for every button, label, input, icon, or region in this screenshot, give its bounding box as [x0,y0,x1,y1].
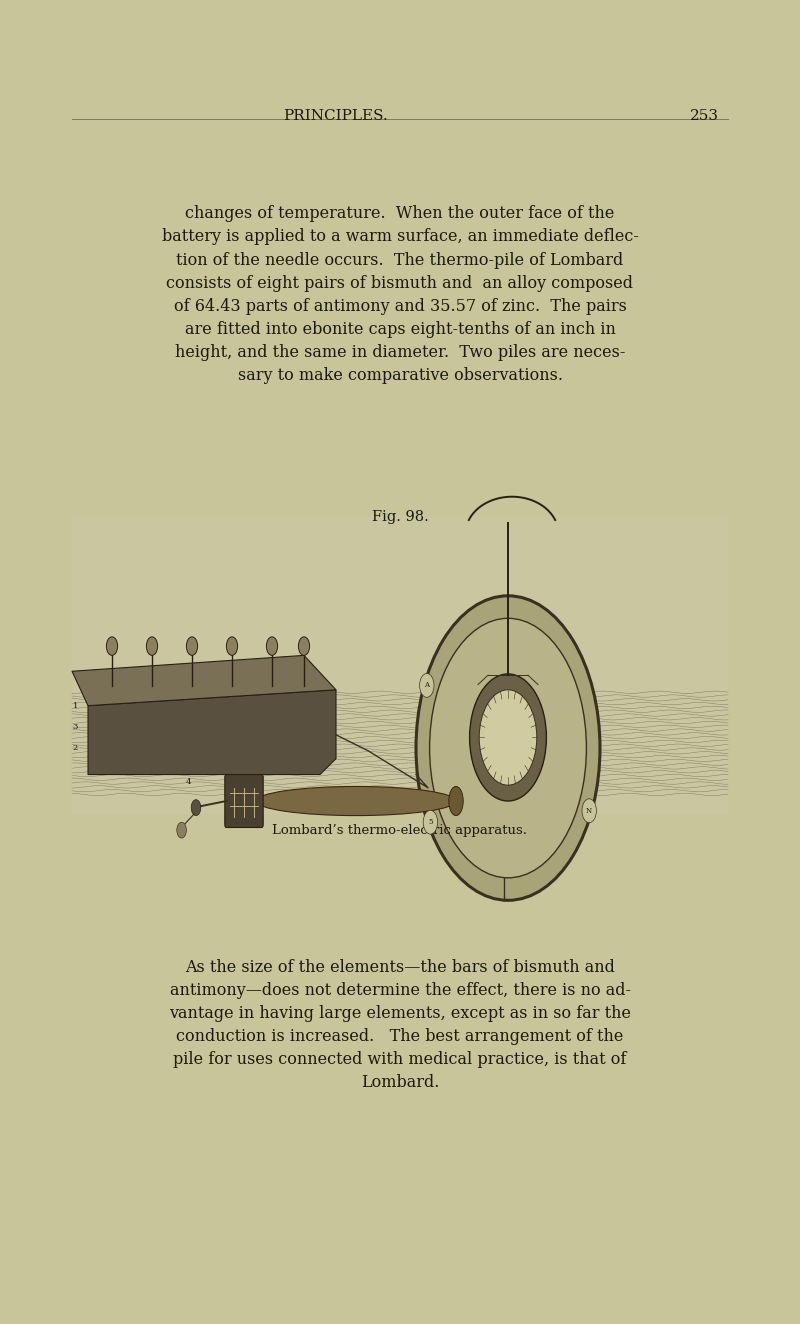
Circle shape [106,637,118,655]
Text: vantage in having large elements, except as in so far the: vantage in having large elements, except… [169,1005,631,1022]
Text: of 64.43 parts of antimony and 35.57 of zinc.  The pairs: of 64.43 parts of antimony and 35.57 of … [174,298,626,315]
Ellipse shape [449,786,463,816]
Polygon shape [72,516,728,814]
Polygon shape [88,690,336,775]
Text: PRINCIPLES.: PRINCIPLES. [284,109,388,123]
FancyBboxPatch shape [225,775,263,828]
Circle shape [266,637,278,655]
Text: conduction is increased.   The best arrangement of the: conduction is increased. The best arrang… [176,1027,624,1045]
Text: 3: 3 [73,723,78,731]
Circle shape [470,674,546,801]
Text: 5: 5 [428,818,433,826]
Circle shape [191,800,201,816]
Text: As the size of the elements—the bars of bismuth and: As the size of the elements—the bars of … [185,959,615,976]
Circle shape [419,674,434,698]
Text: consists of eight pairs of bismuth and  an alloy composed: consists of eight pairs of bismuth and a… [166,275,634,291]
Circle shape [186,637,198,655]
Text: Lombard.: Lombard. [361,1075,439,1091]
Text: battery is applied to a warm surface, an immediate deflec-: battery is applied to a warm surface, an… [162,228,638,245]
Text: 253: 253 [690,109,718,123]
Circle shape [479,690,537,785]
Text: A: A [424,682,430,690]
Polygon shape [72,655,336,706]
Circle shape [430,618,586,878]
Ellipse shape [256,786,456,816]
Text: sary to make comparative observations.: sary to make comparative observations. [238,368,562,384]
Text: Fig. 98.: Fig. 98. [372,510,428,524]
Text: height, and the same in diameter.  Two piles are neces-: height, and the same in diameter. Two pi… [175,344,625,361]
Text: are fitted into ebonite caps eight-tenths of an inch in: are fitted into ebonite caps eight-tenth… [185,322,615,338]
Circle shape [298,637,310,655]
Text: 4: 4 [186,779,190,786]
Text: pile for uses connected with medical practice, is that of: pile for uses connected with medical pra… [174,1051,626,1068]
Text: antimony—does not determine the effect, there is no ad-: antimony—does not determine the effect, … [170,982,630,998]
Circle shape [582,798,597,822]
Text: Lombard’s thermo-electric apparatus.: Lombard’s thermo-electric apparatus. [273,824,527,837]
Text: 1: 1 [73,702,78,710]
Text: N: N [586,806,592,814]
Circle shape [423,810,438,834]
Circle shape [416,596,600,900]
Circle shape [226,637,238,655]
Circle shape [146,637,158,655]
Circle shape [177,822,186,838]
Text: tion of the needle occurs.  The thermo-pile of Lombard: tion of the needle occurs. The thermo-pi… [176,252,624,269]
Text: changes of temperature.  When the outer face of the: changes of temperature. When the outer f… [186,205,614,222]
Text: 2: 2 [73,744,78,752]
